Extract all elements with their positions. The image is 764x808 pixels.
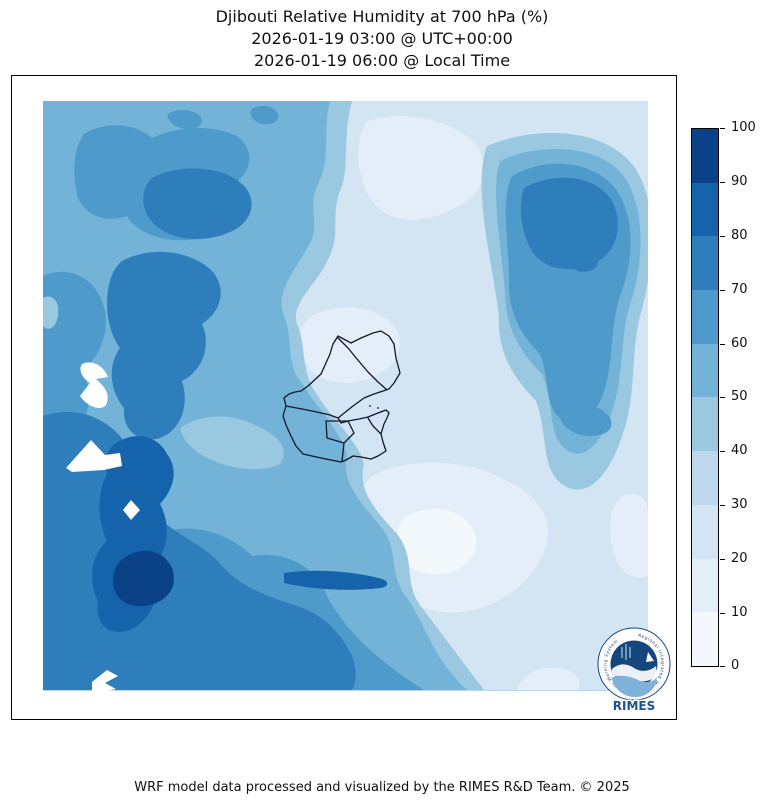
colorbar-tick	[720, 182, 725, 183]
title-line-1: Djibouti Relative Humidity at 700 hPa (%…	[215, 7, 549, 26]
colorbar-band-0-10	[692, 612, 718, 666]
credit-text: WRF model data processed and visualized …	[134, 780, 630, 795]
colorbar-label-60: 60	[731, 336, 748, 351]
colorbar-tick	[720, 451, 725, 452]
colorbar-label-70: 70	[731, 282, 748, 297]
colorbar-tick	[720, 505, 725, 506]
figure-title: Djibouti Relative Humidity at 700 hPa (%…	[0, 6, 764, 72]
colorbar-label-40: 40	[731, 443, 748, 458]
colorbar-tick	[720, 290, 725, 291]
colorbar-label-20: 20	[731, 551, 748, 566]
colorbar-tick	[720, 397, 725, 398]
colorbar-tick	[720, 344, 725, 345]
colorbar-bands	[691, 128, 719, 667]
colorbar-band-10-20	[692, 558, 718, 613]
colorbar-tick	[720, 236, 725, 237]
rimes-logo: Regional Integrated Multi-Hazard Early W…	[597, 627, 671, 714]
djibouti-boundaries	[282, 330, 401, 463]
colorbar-label-10: 10	[731, 605, 748, 620]
colorbar-band-50-60	[692, 343, 718, 398]
colorbar-band-40-50	[692, 397, 718, 452]
signal-waves-icon	[621, 644, 631, 660]
colorbar-band-60-70	[692, 290, 718, 344]
humidity-map: Regional Integrated Multi-Hazard Early W…	[43, 101, 671, 714]
colorbar: 100 90 80 70 60 50 40 30 20 10 0	[691, 120, 761, 673]
rimes-caption: RIMES	[613, 699, 656, 713]
title-line-3: 2026-01-19 06:00 @ Local Time	[253, 51, 511, 70]
contour-field	[43, 101, 648, 691]
colorbar-band-90-100	[692, 129, 718, 183]
colorbar-label-50: 50	[731, 389, 748, 404]
colorbar-label-0: 0	[731, 658, 740, 673]
colorbar-band-70-80	[692, 236, 718, 291]
colorbar-label-90: 90	[731, 174, 748, 189]
colorbar-label-100: 100	[731, 120, 756, 135]
colorbar-label-30: 30	[731, 497, 748, 512]
colorbar-tick	[720, 613, 725, 614]
colorbar-label-80: 80	[731, 228, 748, 243]
colorbar-band-20-30	[692, 504, 718, 559]
sail-icon	[646, 652, 654, 662]
colorbar-band-30-40	[692, 451, 718, 505]
map-axes: Regional Integrated Multi-Hazard Early W…	[11, 75, 677, 720]
colorbar-tick	[720, 559, 725, 560]
title-line-2: 2026-01-19 03:00 @ UTC+00:00	[251, 29, 513, 48]
colorbar-band-80-90	[692, 182, 718, 237]
colorbar-tick	[720, 666, 725, 667]
colorbar-tick	[720, 128, 725, 129]
